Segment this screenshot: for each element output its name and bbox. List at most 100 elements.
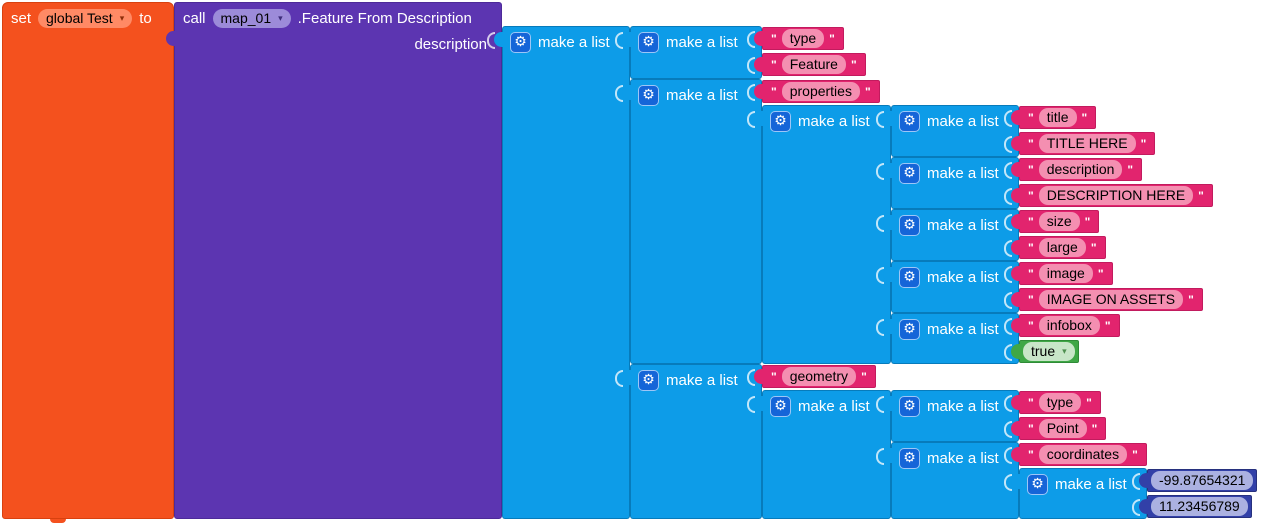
mutator-gear-icon[interactable]: ⚙ [638, 84, 659, 106]
make-a-list-label: make a list [927, 397, 999, 415]
make-a-list-label: make a list [666, 371, 738, 389]
mutator-gear-icon[interactable]: ⚙ [770, 110, 791, 132]
output-plug [1011, 318, 1021, 333]
make-a-list-block-image[interactable]: ⚙ make a list [876, 261, 1019, 313]
open-quote: " [771, 57, 777, 72]
mutator-gear-icon[interactable]: ⚙ [510, 31, 531, 53]
text-field[interactable]: geometry [781, 367, 857, 386]
make-a-list-block-geometry-pair[interactable]: ⚙ make a list [615, 364, 762, 519]
socket-curve [615, 370, 623, 387]
text-block-description-here[interactable]: " DESCRIPTION HERE " [1004, 184, 1213, 207]
make-a-list-block-type-feature[interactable]: ⚙ make a list [615, 26, 762, 79]
text-field[interactable]: type [781, 29, 825, 48]
make-a-list-block-geo-type[interactable]: ⚙ make a list [876, 390, 1019, 442]
component-name: map_01 [220, 9, 272, 26]
text-field[interactable]: DESCRIPTION HERE [1038, 186, 1194, 205]
open-quote: " [1028, 240, 1034, 255]
make-a-list-label: make a list [927, 164, 999, 182]
close-quote: " [1091, 421, 1098, 436]
socket-curve [615, 85, 623, 102]
close-quote: " [1104, 318, 1111, 333]
output-plug [754, 396, 764, 411]
text-field[interactable]: IMAGE ON ASSETS [1038, 290, 1184, 309]
make-a-list-block-coordinate-values[interactable]: ⚙ make a list [1004, 468, 1147, 519]
dropdown-arrow-icon: ▾ [278, 12, 283, 23]
component-dropdown[interactable]: map_01 ▾ [212, 8, 291, 28]
text-field[interactable]: description [1038, 160, 1123, 179]
output-plug [1011, 421, 1021, 436]
text-field[interactable]: Point [1038, 419, 1087, 438]
socket-curve [1004, 136, 1012, 153]
mutator-gear-icon[interactable]: ⚙ [638, 369, 659, 391]
set-variable-block[interactable]: set global Test ▾ to [2, 2, 174, 519]
text-block-point[interactable]: " Point " [1004, 417, 1107, 440]
make-a-list-block-size[interactable]: ⚙ make a list [876, 209, 1019, 261]
make-a-list-block-infobox[interactable]: ⚙ make a list [876, 313, 1019, 364]
output-plug [1011, 110, 1021, 125]
mutator-gear-icon[interactable]: ⚙ [899, 214, 920, 236]
mutator-gear-icon[interactable]: ⚙ [899, 395, 920, 417]
make-a-list-block-title[interactable]: ⚙ make a list [876, 105, 1019, 157]
text-block-size[interactable]: " size " [1004, 210, 1100, 233]
number-field[interactable]: -99.87654321 [1151, 471, 1254, 490]
socket-curve [876, 267, 884, 284]
call-method-block[interactable]: call map_01 ▾ .Feature From Description … [166, 2, 502, 519]
text-block-coordinates[interactable]: " coordinates " [1004, 443, 1147, 466]
output-plug [1011, 136, 1021, 151]
text-block-infobox[interactable]: " infobox " [1004, 314, 1120, 337]
socket-curve [1004, 188, 1012, 205]
output-plug [622, 370, 632, 385]
text-block-geo-type[interactable]: " type " [1004, 391, 1101, 414]
make-a-list-block-description[interactable]: ⚙ make a list [876, 157, 1019, 209]
text-field[interactable]: title [1038, 108, 1077, 127]
text-block-description-key[interactable]: " description " [1004, 158, 1143, 181]
text-block-type[interactable]: " type " [747, 27, 844, 50]
mutator-gear-icon[interactable]: ⚙ [899, 318, 920, 340]
text-block-image-on-assets[interactable]: " IMAGE ON ASSETS " [1004, 288, 1203, 311]
open-quote: " [1028, 447, 1034, 462]
text-field[interactable]: Feature [781, 55, 846, 74]
make-a-list-block-outer[interactable]: ⚙ make a list [487, 26, 630, 519]
make-a-list-block-coordinates[interactable]: ⚙ make a list [876, 442, 1019, 519]
open-quote: " [771, 369, 777, 384]
mutator-gear-icon[interactable]: ⚙ [899, 447, 920, 469]
mutator-gear-icon[interactable]: ⚙ [770, 395, 791, 417]
logic-true-block[interactable]: true ▾ [1004, 340, 1079, 363]
mutator-gear-icon[interactable]: ⚙ [899, 110, 920, 132]
text-field[interactable]: large [1038, 238, 1086, 257]
socket-curve [1004, 240, 1012, 257]
next-statement-connector [50, 519, 66, 523]
logic-dropdown[interactable]: true ▾ [1023, 342, 1075, 361]
mutator-gear-icon[interactable]: ⚙ [638, 31, 659, 53]
text-block-large[interactable]: " large " [1004, 236, 1106, 259]
make-a-list-block-properties-items[interactable]: ⚙ make a list [747, 105, 891, 364]
make-a-list-block-geometry-items[interactable]: ⚙ make a list [747, 390, 891, 519]
make-a-list-block-properties-pair[interactable]: ⚙ make a list [615, 79, 762, 364]
open-quote: " [1028, 292, 1034, 307]
mutator-gear-icon[interactable]: ⚙ [1027, 473, 1048, 495]
text-field[interactable]: properties [781, 82, 860, 101]
close-quote: " [1188, 292, 1194, 307]
text-field[interactable]: infobox [1038, 316, 1100, 335]
number-block-longitude[interactable]: -99.87654321 [1132, 469, 1258, 492]
mutator-gear-icon[interactable]: ⚙ [899, 162, 920, 184]
text-field[interactable]: coordinates [1038, 445, 1128, 464]
text-field[interactable]: image [1038, 264, 1093, 283]
text-field[interactable]: size [1038, 212, 1080, 231]
text-field[interactable]: type [1038, 393, 1082, 412]
number-block-latitude[interactable]: 11.23456789 [1132, 495, 1252, 518]
output-plug [622, 85, 632, 100]
output-plug [1139, 499, 1149, 514]
text-block-geometry[interactable]: " geometry " [747, 365, 876, 388]
text-block-properties[interactable]: " properties " [747, 80, 880, 103]
text-block-title-here[interactable]: " TITLE HERE " [1004, 132, 1156, 155]
text-block-image[interactable]: " image " [1004, 262, 1113, 285]
number-field[interactable]: 11.23456789 [1151, 497, 1248, 516]
mutator-gear-icon[interactable]: ⚙ [899, 266, 920, 288]
text-field[interactable]: TITLE HERE [1038, 134, 1136, 153]
text-block-title[interactable]: " title " [1004, 106, 1097, 129]
text-block-feature[interactable]: " Feature " [747, 53, 866, 76]
output-plug [754, 31, 764, 46]
variable-dropdown[interactable]: global Test ▾ [38, 8, 133, 28]
